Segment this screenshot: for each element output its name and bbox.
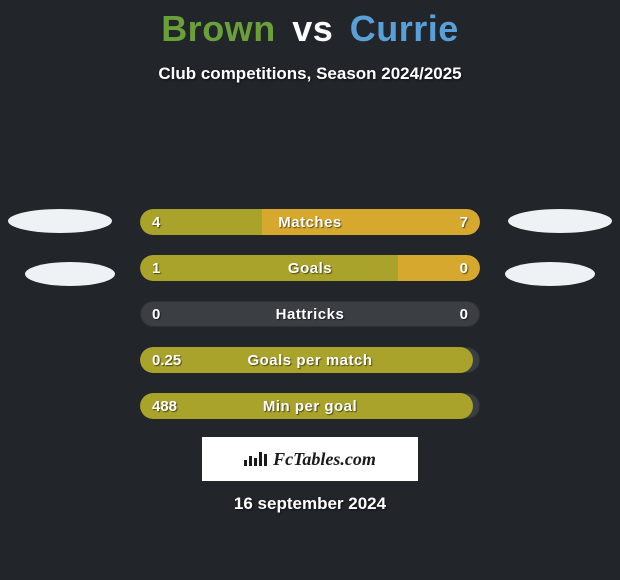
player-photo-placeholder	[508, 209, 612, 233]
stat-rows: 47Matches 10Goals 00Hattricks 0.25Goals per…	[140, 209, 480, 439]
stat-row: 0.25Goals per match	[140, 347, 480, 373]
stat-row: 00Hattricks	[140, 301, 480, 327]
stat-metric-label: Min per goal	[140, 393, 480, 419]
title-vs: vs	[292, 8, 333, 49]
logo-text: FcTables.com	[244, 449, 376, 470]
player-photo-placeholder	[8, 209, 112, 233]
stat-row: 10Goals	[140, 255, 480, 281]
title-player2: Currie	[350, 8, 459, 49]
stat-metric-label: Goals	[140, 255, 480, 281]
stat-metric-label: Matches	[140, 209, 480, 235]
fctables-logo: FcTables.com	[202, 437, 418, 481]
subtitle: Club competitions, Season 2024/2025	[0, 64, 620, 84]
stat-metric-label: Hattricks	[140, 301, 480, 327]
player-photo-placeholder	[505, 262, 595, 286]
player-photo-placeholder	[25, 262, 115, 286]
logo-label: FcTables.com	[273, 449, 376, 470]
stat-row: 488Min per goal	[140, 393, 480, 419]
title-player1: Brown	[161, 8, 276, 49]
page-title: Brown vs Currie	[0, 0, 620, 50]
stat-row: 47Matches	[140, 209, 480, 235]
chart-bars-icon	[244, 452, 267, 466]
stat-metric-label: Goals per match	[140, 347, 480, 373]
date-label: 16 september 2024	[0, 494, 620, 514]
